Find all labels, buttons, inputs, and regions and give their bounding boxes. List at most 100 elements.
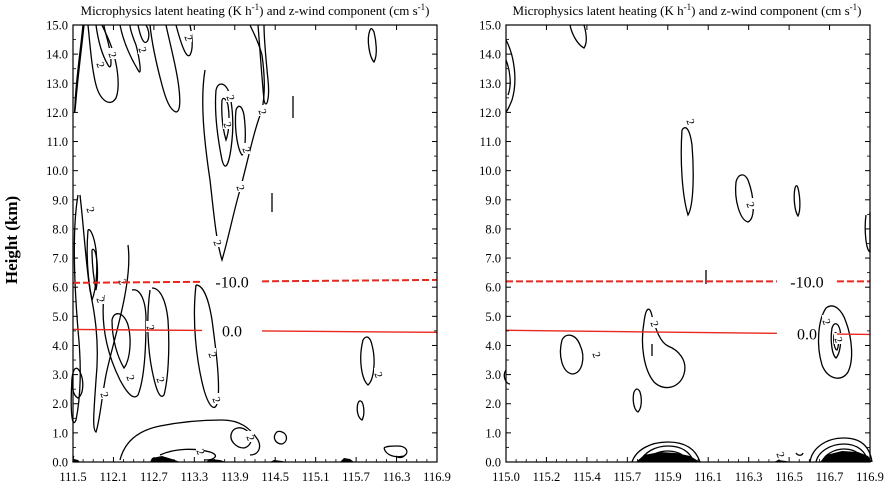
y-tick-label: 5.0 xyxy=(485,310,501,324)
y-tick-label: 3.0 xyxy=(52,368,68,382)
y-tick-label: 12.0 xyxy=(46,106,68,120)
contour-label: 2 xyxy=(647,319,660,328)
contour-label: 2 xyxy=(210,238,223,247)
contour-label: 2 xyxy=(105,50,118,59)
isotherm-line xyxy=(72,280,203,284)
right-panel: Microphysics latent heating (K h-1) and … xyxy=(479,2,884,484)
contour-label: 2 xyxy=(83,205,96,214)
left-panel-x-axis: 111.5 112.1 112.7 113.3 113.9 114.5 115.1 115.7… xyxy=(59,25,451,484)
y-axis-label: Height (km) xyxy=(2,196,21,284)
x-tick-label: 113.9 xyxy=(221,470,249,484)
y-tick-label: 15.0 xyxy=(479,19,501,33)
contour-line xyxy=(119,24,141,73)
contour-line xyxy=(395,455,405,459)
x-tick-label: 116.5 xyxy=(775,470,803,484)
filled-latent-heat-patch xyxy=(72,459,80,462)
contour-line xyxy=(202,24,265,263)
contour-line xyxy=(793,185,801,218)
contour-label-bg xyxy=(686,115,694,126)
contour-label: 2 xyxy=(371,370,384,379)
right-panel-contour-labels: 2 2 2 2 2 2 2 xyxy=(589,115,845,460)
y-tick-label: 7.0 xyxy=(52,252,68,266)
contour-label: 2 xyxy=(181,33,194,42)
x-tick-label: 116.9 xyxy=(856,470,884,484)
contour-label-bg xyxy=(223,118,231,129)
contour-label: 2 xyxy=(255,107,268,116)
contour-line xyxy=(795,452,804,456)
contour-line xyxy=(137,24,150,44)
contour-label-bg xyxy=(196,445,204,456)
filled-latent-heat-patch xyxy=(206,459,226,462)
contour-label-bg xyxy=(108,48,116,59)
isotherm-line xyxy=(262,278,438,283)
x-tick-label: 115.4 xyxy=(573,470,601,484)
contour-label-bg xyxy=(236,181,244,192)
contour-line xyxy=(815,443,869,463)
y-tick-label: 1.0 xyxy=(485,426,501,440)
y-tick-label: 11.0 xyxy=(480,135,501,149)
x-tick-label: 111.5 xyxy=(59,470,86,484)
filled-latent-heat-patch xyxy=(820,451,872,462)
contour-label-bg xyxy=(822,315,830,326)
contour-line xyxy=(632,388,642,413)
contour-label-bg xyxy=(86,203,94,214)
x-tick-label: 115.7 xyxy=(613,470,641,484)
right-panel-frame xyxy=(505,24,871,463)
contour-label-bg xyxy=(242,143,250,154)
y-tick-label: 13.0 xyxy=(479,77,501,91)
left-panel-title: Microphysics latent heating (K h-1) and … xyxy=(81,2,430,18)
x-tick-label: 116.1 xyxy=(694,470,722,484)
contour-label: 2 xyxy=(135,45,148,54)
contour-label: 2 xyxy=(209,395,222,404)
y-tick-label: 10.0 xyxy=(479,164,501,178)
contour-label: 2 xyxy=(683,117,696,126)
contour-label-bg xyxy=(592,348,600,359)
contour-line xyxy=(102,289,147,398)
filled-latent-heat-patch xyxy=(150,456,180,462)
contour-line xyxy=(631,441,701,463)
left-panel-isotherms: -10.0 0.0 xyxy=(72,275,438,341)
contour-label-bg xyxy=(138,43,146,54)
contour-label-bg xyxy=(258,105,266,116)
contour-line xyxy=(367,28,377,64)
y-tick-label: 0.0 xyxy=(52,456,68,470)
contour-line xyxy=(87,24,119,103)
contour-label-bg xyxy=(146,321,154,332)
contour-label: 2 xyxy=(243,433,256,442)
contour-label-bg xyxy=(226,91,234,102)
x-tick-label: 116.3 xyxy=(383,470,411,484)
left-panel-y-axis: 0.0 1.0 2.0 3.0 4.0 5.0 6.0 7.0 8.0 9.0 10.0 11.0 12… xyxy=(46,19,437,470)
x-tick-label: 113.3 xyxy=(180,470,208,484)
x-tick-label: 115.0 xyxy=(492,470,520,484)
contour-line xyxy=(830,323,842,359)
right-panel-title: Microphysics latent heating (K h-1) and … xyxy=(513,2,862,18)
contour-label: 2 xyxy=(93,60,106,69)
y-tick-label: 2.0 xyxy=(52,397,68,411)
contour-label: 2 xyxy=(93,295,106,304)
contour-label-bg xyxy=(374,368,382,379)
contour-line xyxy=(356,400,365,421)
x-tick-label: 112.7 xyxy=(140,470,168,484)
x-tick-label: 115.1 xyxy=(302,470,330,484)
contour-label-bg xyxy=(834,333,842,344)
contour-line xyxy=(383,445,408,458)
isotherm-label: -10.0 xyxy=(790,274,823,291)
contour-label-bg xyxy=(184,31,192,42)
contour-line xyxy=(159,448,217,461)
contour-line xyxy=(809,437,873,463)
y-tick-label: 8.0 xyxy=(485,222,501,236)
contour-label: 2 xyxy=(233,183,246,192)
y-tick-label: 9.0 xyxy=(52,193,68,207)
y-tick-label: 10.0 xyxy=(46,164,68,178)
left-panel-contours xyxy=(70,24,408,463)
contour-line xyxy=(559,334,584,375)
contour-line xyxy=(257,24,270,105)
x-tick-label: 116.7 xyxy=(816,470,844,484)
left-panel: Microphysics latent heating (K h-1) and … xyxy=(2,2,451,484)
contour-label: 2 xyxy=(743,200,756,209)
y-tick-label: 4.0 xyxy=(485,339,501,353)
contour-label: 2 xyxy=(123,373,136,382)
x-tick-label: 115.9 xyxy=(654,470,682,484)
